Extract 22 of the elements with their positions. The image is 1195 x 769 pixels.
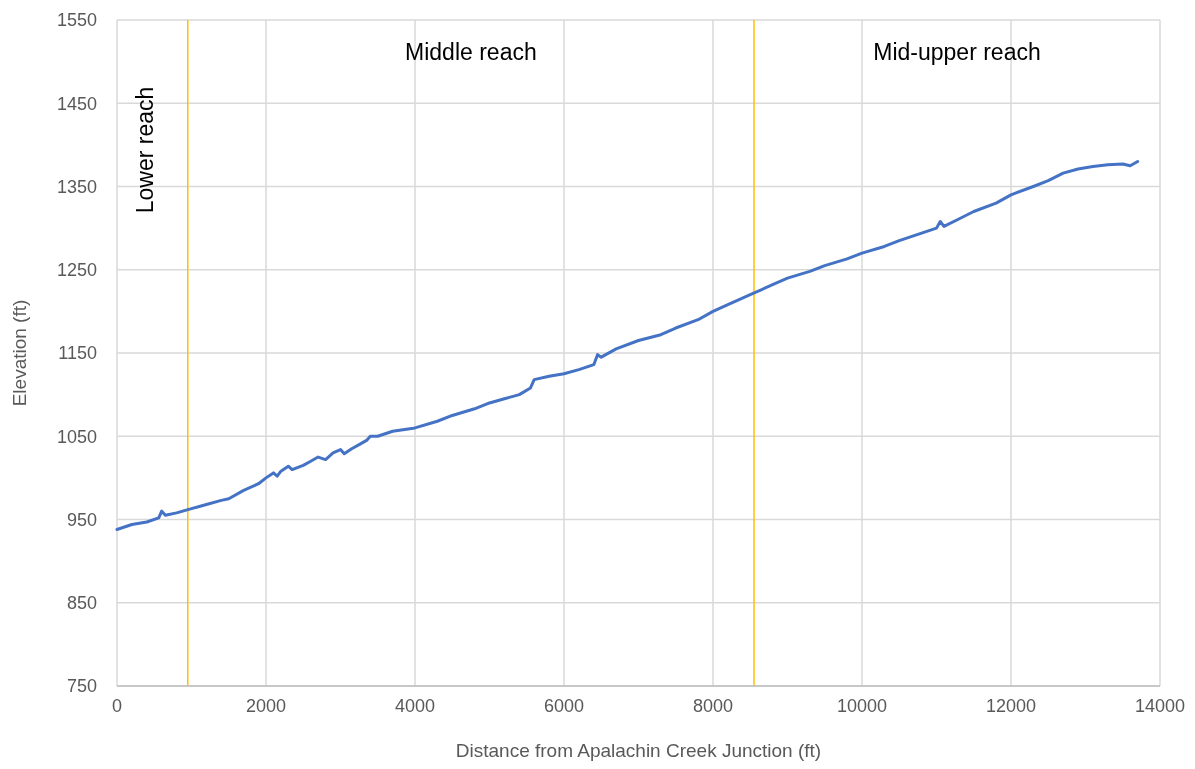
x-axis-title: Distance from Apalachin Creek Junction (ft) [455,740,822,761]
y-tick-label: 1050 [56,426,97,447]
y-tick-label: 1250 [56,260,97,281]
x-tick-label: 2000 [245,696,287,716]
y-tick-label: 1450 [56,93,97,114]
annotation: Middle reach [405,39,537,66]
x-tick-label: 0 [111,696,123,716]
x-tick-label: 8000 [692,696,734,716]
x-tick-label: 10000 [836,696,888,716]
y-tick-label: 1550 [56,10,97,31]
x-tick-label: 6000 [543,696,585,716]
y-tick-label: 750 [66,676,97,697]
y-axis-title: Elevation (ft) [9,299,30,407]
annotation: Lower reach [132,86,159,214]
y-tick-label: 850 [66,593,97,614]
x-tick-label: 4000 [394,696,436,716]
x-tick-label: 12000 [985,696,1037,716]
y-tick-label: 1150 [58,343,97,364]
annotation: Mid-upper reach [873,39,1041,66]
y-tick-label: 1350 [56,176,97,197]
y-tick-label: 950 [66,509,97,530]
x-tick-label: 14000 [1134,696,1186,716]
